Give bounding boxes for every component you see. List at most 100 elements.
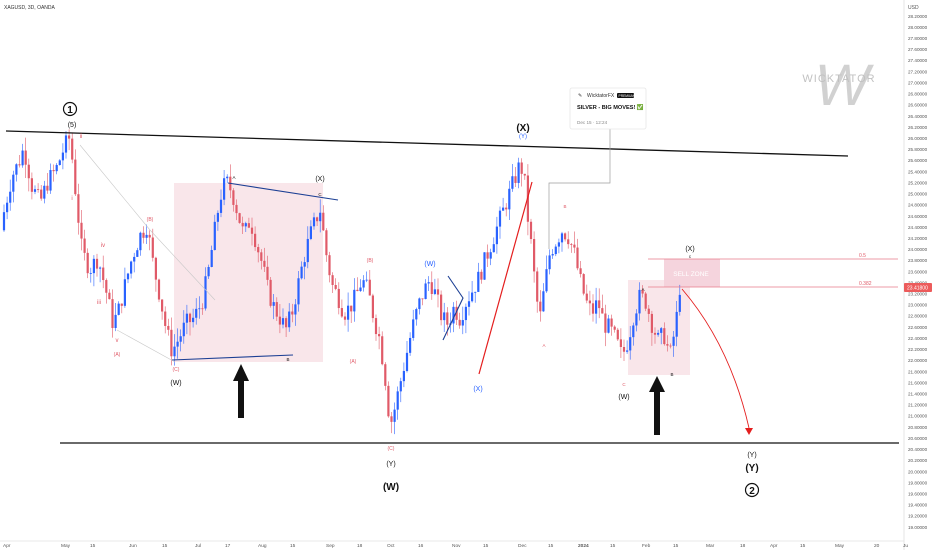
sell-zone-label: SELL ZONE [673,271,709,278]
circle-2: 2 [744,482,760,498]
w-blue-label: (W) [424,261,435,268]
price-tick-label: 20.20000 [908,458,928,463]
candle-body [312,217,316,227]
candle-body [415,309,418,320]
candle-body [161,299,164,312]
candle-body [102,267,105,281]
candle-body [461,320,464,326]
price-tick-label: 25.80000 [908,147,928,152]
candle-body [409,337,412,353]
price-tick-label: 27.40000 [908,58,928,63]
y-black-label: (Y) [386,461,395,468]
price-tick-label: 22.40000 [908,336,928,341]
candle-body [554,246,557,255]
idea-popup[interactable]: ✎ WicktatorFX PREMIUM SILVER - BIG MOVES… [569,87,647,130]
candle-body [55,164,58,172]
candle-body [579,268,582,275]
candle-body [418,298,421,310]
candle-body [529,221,533,240]
candle-body [653,332,657,335]
candle-body [111,299,114,328]
candle-body [232,190,235,205]
candle-body [133,256,136,262]
price-axis[interactable]: 28.20000 28.00000 27.80000 27.60000 27.40000… [908,14,928,530]
time-tick-label: Mar [706,543,715,549]
candle-body [390,416,393,422]
candle-body [92,258,95,274]
price-tick-label: 21.80000 [908,369,928,374]
candle-body [467,301,471,307]
candle-body [148,234,151,238]
candle-body [201,308,204,310]
c-sub-label: c [689,254,692,259]
candle-body [235,204,238,214]
candle-body [173,346,176,357]
price-tick-label: 25.00000 [908,192,928,197]
candle-body [601,308,604,314]
candle-body [564,233,567,240]
candle-body [381,336,384,365]
price-tick-label: 22.00000 [908,358,928,363]
red-trendline [478,181,533,375]
time-tick-label: 18 [740,543,746,549]
price-tick-label: 27.20000 [908,69,928,74]
candle-body [405,352,409,371]
price-tick-label: 26.60000 [908,103,928,108]
w-primary-label: (W) [383,482,399,493]
candle-body [285,318,288,328]
candle-body [254,233,257,248]
candle-body [216,212,219,222]
candle-body [523,173,526,176]
candle-body [443,312,446,321]
candle-body [288,311,291,328]
candle-body [83,238,86,253]
candle-body [43,185,46,199]
candle-body [672,336,675,346]
price-tick-label: 22.20000 [908,347,928,352]
box-a-label: A [232,175,235,180]
popup-date: Dec 15 · 12:24 [577,120,608,125]
price-tick-label: 19.60000 [908,491,928,496]
up-arrow-right [649,376,665,435]
candle-body [644,293,647,309]
candle-body [18,164,21,166]
sell-zone-box [664,259,720,287]
candle-body [108,292,111,300]
candle-body [638,289,641,314]
time-tick-label: 18 [357,543,363,549]
svg-text:W: W [815,53,875,118]
b-mid-label: (B) [367,258,374,264]
price-tick-label: 23.80000 [908,258,928,263]
candle-body [480,271,483,280]
candle-body [281,318,285,325]
w-right-label: (W) [618,394,629,401]
price-tick-label: 26.00000 [908,136,928,141]
time-tick-label: Apr [3,543,11,549]
c-mid-label: (C) [388,446,395,452]
candle-body [136,250,139,257]
candle-body [68,135,71,139]
time-axis[interactable]: Apr May 15 Jun 15 Jul 17 Aug 15 Sep 18 Oct 16 Nov 15 De… [3,543,908,549]
candle-body [263,260,266,267]
candle-body [89,273,92,274]
candle-body [424,283,427,300]
time-tick-label: 17 [225,543,231,549]
candle-body [474,291,477,293]
candle-body [117,303,120,315]
candle-body [610,318,613,327]
roman-iii-label: iii [97,300,101,306]
candle-body [489,252,492,259]
candle-body [399,381,402,392]
price-tick-label: 20.80000 [908,425,928,430]
candle-body [309,226,312,239]
candle-body [58,160,61,165]
candle-body [557,242,560,247]
candle-body [337,288,340,309]
upper-trendline [5,130,849,157]
price-tick-label: 21.00000 [908,414,928,419]
candle-body [533,239,536,272]
price-tick-label: 25.60000 [908,158,928,163]
candle-body [666,344,669,346]
candle-body [325,230,328,256]
